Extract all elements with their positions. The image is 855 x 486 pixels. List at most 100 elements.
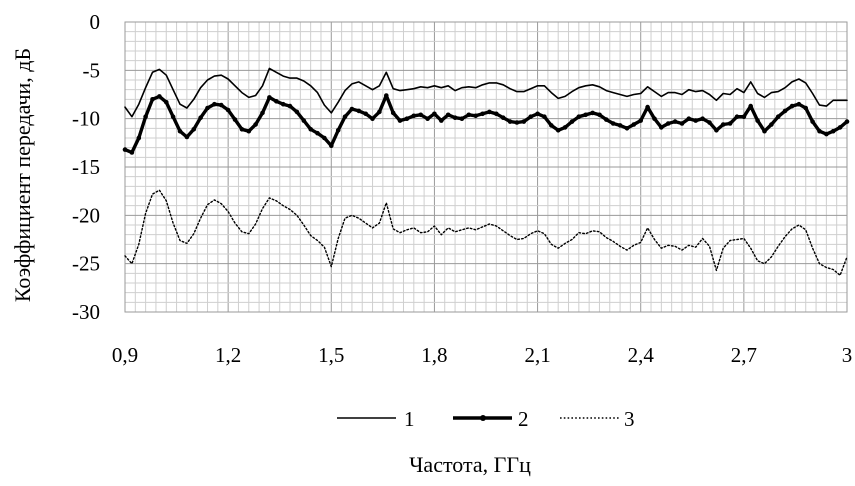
series-2-point xyxy=(315,130,320,136)
x-axis-label: Частота, ГГц xyxy=(409,452,531,477)
series-2-point xyxy=(830,128,836,134)
series-2-point xyxy=(425,116,430,121)
x-tick-label: 2,7 xyxy=(731,343,757,367)
plot-area xyxy=(124,21,848,313)
series-2-point xyxy=(576,114,582,119)
series-2-point xyxy=(439,118,444,123)
y-tick-label: -20 xyxy=(72,203,100,227)
y-axis-label: Коэффициент передачи, дБ xyxy=(10,48,35,302)
legend-label: 3 xyxy=(624,407,635,431)
series-2-point xyxy=(707,120,712,125)
series-2-point xyxy=(322,135,327,141)
series-2-point xyxy=(459,116,465,121)
series-2-point xyxy=(466,112,472,118)
series-2-point xyxy=(734,114,740,119)
series-2-point xyxy=(507,119,513,124)
legend-item-3: 3 xyxy=(560,407,635,431)
series-2-point xyxy=(521,119,527,124)
series-2-point xyxy=(170,114,176,119)
series-1-line xyxy=(124,67,848,118)
series-2-point xyxy=(294,109,300,115)
x-tick-label: 1,8 xyxy=(421,343,447,367)
series-2-point xyxy=(542,114,547,119)
series-2-point xyxy=(480,111,485,117)
series-2-point xyxy=(487,109,492,115)
series-2-point xyxy=(384,93,389,98)
series-2-point xyxy=(645,104,650,110)
series-2-point xyxy=(157,94,162,99)
y-tick-label: -25 xyxy=(72,252,100,276)
series-2-point xyxy=(624,126,630,131)
x-tick-label: 2,4 xyxy=(628,343,655,367)
series-2-point xyxy=(287,103,293,109)
series-2-point xyxy=(514,120,520,125)
series-2-point xyxy=(212,101,217,107)
series-2-point xyxy=(500,115,506,120)
series-2-point xyxy=(555,128,561,133)
y-tick-label: -10 xyxy=(72,107,100,131)
series-2-point xyxy=(796,101,802,107)
series-2-point xyxy=(363,111,369,117)
series-2-point xyxy=(700,116,705,121)
legend-label: 2 xyxy=(518,407,529,431)
series-2-point xyxy=(824,131,829,137)
x-tick-label: 3 xyxy=(842,343,853,367)
series-2-point xyxy=(253,122,258,127)
series-2-point xyxy=(267,95,272,100)
series-layer xyxy=(122,67,850,276)
series-2-point xyxy=(280,101,286,107)
series-2-point xyxy=(274,99,279,104)
legend-swatch-marker xyxy=(480,415,486,421)
series-2-point xyxy=(741,114,747,119)
x-tick-label: 1,5 xyxy=(318,343,344,367)
series-2-point xyxy=(535,111,540,117)
series-2-point xyxy=(817,128,822,134)
series-2 xyxy=(122,93,850,155)
series-2-point xyxy=(844,119,850,124)
series-2-point xyxy=(679,121,685,126)
y-axis-tick-labels: 0 -5 -10 -15 -20 -25 -30 xyxy=(72,10,100,324)
series-2-point xyxy=(239,127,245,132)
series-2-point xyxy=(349,106,355,112)
series-2-point xyxy=(610,121,616,126)
series-2-point xyxy=(184,134,190,140)
series-2-point xyxy=(590,110,595,116)
series-2-point xyxy=(390,110,396,116)
series-2-point xyxy=(652,116,657,121)
series-2-point xyxy=(445,112,451,118)
series-2-point xyxy=(762,128,767,134)
series-2-point xyxy=(308,127,314,132)
series-2-point xyxy=(569,119,575,124)
series-2-point xyxy=(136,135,142,141)
series-2-point xyxy=(205,105,210,111)
series-2-point xyxy=(686,116,692,121)
series-2-point xyxy=(810,119,815,124)
series-2-point xyxy=(150,97,155,102)
series-2-point xyxy=(232,117,238,122)
series-2-point xyxy=(432,111,437,117)
legend-item-1: 1 xyxy=(337,407,415,431)
x-tick-label: 2,1 xyxy=(524,343,550,367)
series-2-point xyxy=(129,150,135,155)
series-2-point xyxy=(198,115,203,120)
series-2-point xyxy=(727,121,733,126)
series-2-point xyxy=(528,114,533,119)
series-2-point xyxy=(191,127,197,132)
series-2-point xyxy=(122,147,128,152)
series-2-point xyxy=(143,114,148,119)
series-3-line xyxy=(124,189,848,276)
series-2-point xyxy=(177,128,183,134)
series-2-point xyxy=(631,122,637,127)
x-tick-label: 0,9 xyxy=(112,343,138,367)
series-2-point xyxy=(617,123,623,128)
series-2-point xyxy=(335,128,341,133)
series-2-point xyxy=(769,122,774,127)
series-2-point xyxy=(260,110,265,116)
series-2-point xyxy=(397,118,403,123)
series-2-point xyxy=(803,105,808,111)
series-2-point xyxy=(377,109,382,115)
series-2-point xyxy=(789,103,795,109)
series-2-point xyxy=(342,114,348,119)
series-2-point xyxy=(755,118,760,123)
series-2-point xyxy=(782,108,788,114)
